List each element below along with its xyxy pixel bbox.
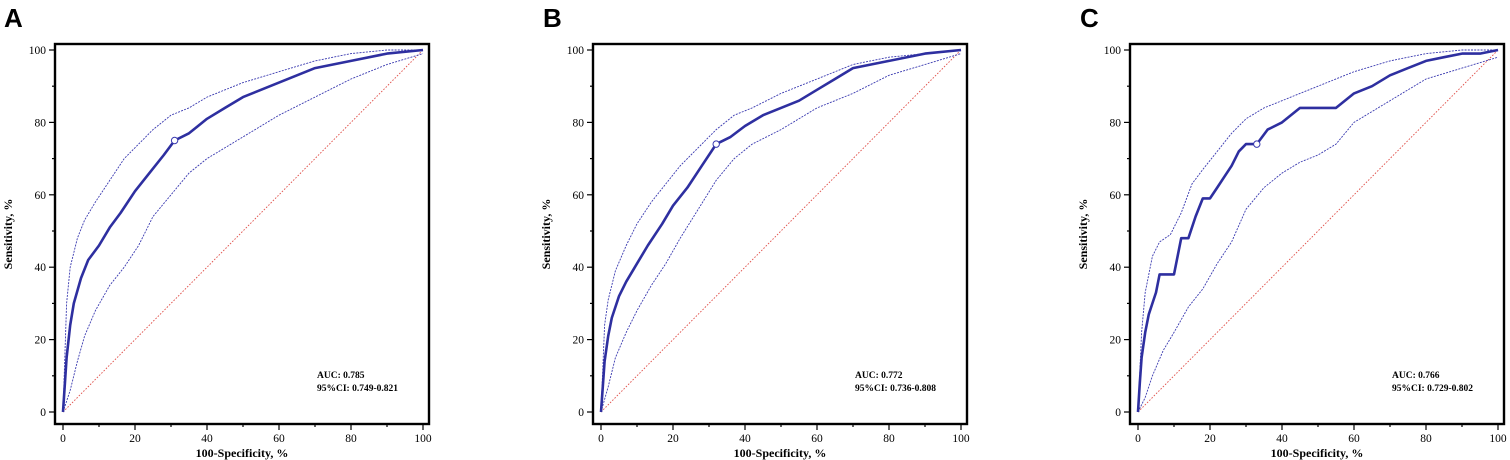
auc-annotation: AUC: 0.785 bbox=[317, 371, 365, 381]
auc-annotation: AUC: 0.772 bbox=[855, 371, 903, 381]
y-tick-label: 20 bbox=[35, 335, 47, 347]
x-tick-label: 40 bbox=[1276, 433, 1288, 445]
x-tick-label: 20 bbox=[667, 433, 679, 445]
panel-label: B bbox=[543, 3, 562, 33]
y-tick-label: 60 bbox=[573, 190, 585, 202]
optimal-cutoff-marker bbox=[170, 136, 179, 145]
x-tick-label: 80 bbox=[883, 433, 895, 445]
x-tick-label: 20 bbox=[1204, 433, 1216, 445]
ci-upper-line bbox=[62, 49, 423, 413]
y-tick-label: 100 bbox=[1104, 45, 1122, 57]
plot-frame bbox=[53, 42, 431, 426]
reference-diagonal bbox=[600, 49, 962, 413]
auc-annotation: AUC: 0.766 bbox=[1392, 371, 1440, 381]
ci-lower-line bbox=[1137, 56, 1499, 413]
x-tick-label: 60 bbox=[811, 433, 823, 445]
x-tick-label: 80 bbox=[1420, 433, 1432, 445]
y-tick-label: 0 bbox=[1115, 407, 1121, 419]
ci-lower-line bbox=[62, 53, 424, 413]
y-tick-label: 0 bbox=[40, 407, 46, 419]
x-axis-title: 100-Specificity, % bbox=[196, 446, 289, 460]
roc-panel-a: A 0 20 40 60 80 100 0 20 40 60 80 100 100-Specificity… bbox=[1, 3, 432, 460]
ci-lower-line bbox=[600, 53, 962, 413]
ci-upper-line bbox=[1137, 49, 1498, 413]
plot-frame bbox=[591, 42, 969, 426]
x-tick-label: 20 bbox=[129, 433, 141, 445]
ci-upper-line bbox=[600, 49, 962, 413]
y-tick-label: 80 bbox=[573, 117, 585, 129]
x-tick-label: 0 bbox=[60, 433, 66, 445]
ci-annotation: 95%CI: 0.729-0.802 bbox=[1392, 384, 1473, 394]
roc-curve bbox=[1136, 48, 1499, 413]
ci-annotation: 95%CI: 0.749-0.821 bbox=[317, 384, 398, 394]
y-tick-label: 40 bbox=[573, 262, 585, 274]
y-tick-label: 40 bbox=[1110, 262, 1122, 274]
y-tick-label: 20 bbox=[573, 335, 585, 347]
y-tick-label: 60 bbox=[35, 190, 47, 202]
x-tick-label: 0 bbox=[598, 433, 604, 445]
y-tick-label: 80 bbox=[1110, 117, 1122, 129]
x-tick-label: 40 bbox=[739, 433, 751, 445]
y-tick-label: 20 bbox=[1110, 335, 1122, 347]
x-axis-title: 100-Specificity, % bbox=[734, 446, 827, 460]
roc-curve bbox=[61, 48, 424, 413]
y-tick-label: 40 bbox=[35, 262, 47, 274]
optimal-cutoff-marker bbox=[712, 140, 720, 148]
x-tick-label: 40 bbox=[201, 433, 213, 445]
y-axis-title: Sensitivity, % bbox=[1076, 199, 1090, 270]
reference-diagonal bbox=[62, 49, 424, 413]
x-tick-label: 100 bbox=[414, 433, 432, 445]
panel-label: C bbox=[1080, 3, 1099, 33]
x-tick-label: 100 bbox=[1489, 433, 1507, 445]
panel-label: A bbox=[4, 3, 23, 33]
roc-curve bbox=[599, 48, 962, 413]
x-tick-label: 100 bbox=[952, 433, 970, 445]
y-tick-label: 60 bbox=[1110, 190, 1122, 202]
x-tick-label: 60 bbox=[273, 433, 285, 445]
y-tick-label: 100 bbox=[567, 45, 585, 57]
y-tick-label: 80 bbox=[35, 117, 47, 129]
y-axis-title: Sensitivity, % bbox=[1, 199, 15, 270]
roc-panel-b: B 0 20 40 60 80 100 0 20 40 60 80 100 100-Specificity… bbox=[539, 3, 970, 460]
x-tick-label: 0 bbox=[1135, 433, 1141, 445]
optimal-cutoff-marker bbox=[1253, 140, 1261, 148]
y-axis-title: Sensitivity, % bbox=[539, 199, 553, 270]
ci-annotation: 95%CI: 0.736-0.808 bbox=[855, 384, 936, 394]
x-tick-label: 80 bbox=[345, 433, 357, 445]
y-tick-label: 100 bbox=[29, 45, 47, 57]
plot-frame bbox=[1128, 42, 1506, 426]
x-axis-title: 100-Specificity, % bbox=[1271, 446, 1364, 460]
roc-panel-c: C 0 20 40 60 80 100 0 20 40 60 80 100 100-Specificity… bbox=[1076, 3, 1507, 460]
y-tick-label: 0 bbox=[578, 407, 584, 419]
x-tick-label: 60 bbox=[1348, 433, 1360, 445]
